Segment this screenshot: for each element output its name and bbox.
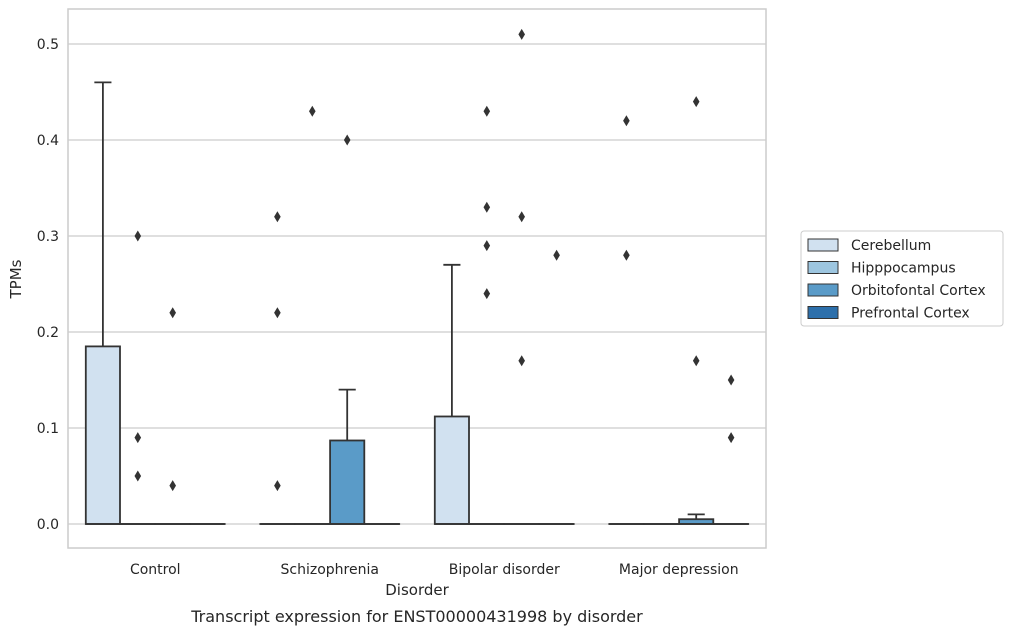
box-body [433, 415, 470, 525]
x-tick-labels: Control Schizophrenia Bipolar disorder Majo… [130, 562, 739, 578]
outlier-point [309, 105, 316, 117]
outlier-point [692, 96, 700, 108]
outlier-point [274, 480, 281, 492]
y-tick-label: 0.0 [37, 517, 59, 533]
outlier-point [134, 432, 142, 444]
legend-swatch [807, 283, 839, 297]
outlier-point [483, 240, 491, 252]
x-tick-label: Major depression [619, 562, 739, 578]
outlier-point [483, 105, 491, 117]
box-cerebellum [433, 263, 470, 525]
legend: Cerebellum Hipppocampus Orbitofontal Corte… [800, 230, 1004, 327]
chart-caption: Transcript expression for ENST0000043199… [190, 607, 643, 626]
outlier-point [483, 288, 491, 300]
outlier-point [518, 28, 525, 40]
box-hipppocampus [468, 105, 505, 525]
y-tick-labels: 0.0 0.1 0.2 0.3 0.4 0.5 [37, 37, 59, 533]
outlier-point [343, 134, 351, 146]
outlier-point [692, 355, 700, 367]
box-orbitofontal-cortex [329, 134, 366, 525]
outlier-point [727, 374, 735, 386]
outlier-point [134, 230, 142, 242]
box-orbitofontal-cortex [678, 96, 715, 525]
legend-frame [800, 230, 1004, 327]
x-tick-label: Control [130, 562, 181, 578]
legend-label: Orbitofontal Cortex [851, 283, 986, 299]
x-tick-label: Bipolar disorder [449, 562, 560, 578]
legend-swatch [807, 261, 839, 274]
box-hipppocampus [119, 230, 156, 525]
x-tick-label: Schizophrenia [281, 562, 379, 578]
box-body [84, 345, 121, 525]
box-prefrontal-cortex [538, 249, 575, 525]
y-tick-label: 0.1 [37, 421, 59, 437]
outlier-point [518, 211, 525, 223]
y-tick-label: 0.4 [37, 133, 59, 149]
outlier-point [623, 249, 630, 261]
y-tick-label: 0.2 [37, 325, 59, 341]
outlier-point [623, 115, 630, 127]
box-cerebellum [84, 81, 121, 525]
x-axis-title: Disorder [385, 581, 449, 599]
outlier-point [274, 307, 281, 319]
plot-frame [67, 8, 767, 549]
y-tick-label: 0.5 [37, 37, 59, 53]
plot-area [84, 28, 750, 525]
outlier-point [274, 211, 281, 223]
outlier-point [134, 470, 142, 482]
box-cerebellum [259, 211, 296, 525]
y-tick-label: 0.3 [37, 229, 59, 245]
legend-swatch [807, 306, 839, 319]
legend-label: Cerebellum [851, 238, 931, 254]
legend-label: Hipppocampus [851, 261, 956, 277]
outlier-point [169, 307, 176, 319]
outlier-point [518, 355, 525, 367]
y-axis-title: TPMs [7, 259, 25, 299]
legend-swatch [807, 238, 839, 252]
box-body [329, 439, 366, 525]
outlier-point [169, 480, 176, 492]
outlier-point [553, 249, 560, 261]
outlier-point [727, 432, 735, 444]
legend-label: Prefrontal Cortex [851, 306, 970, 322]
box-prefrontal-cortex [713, 374, 750, 525]
outlier-point [483, 201, 491, 213]
